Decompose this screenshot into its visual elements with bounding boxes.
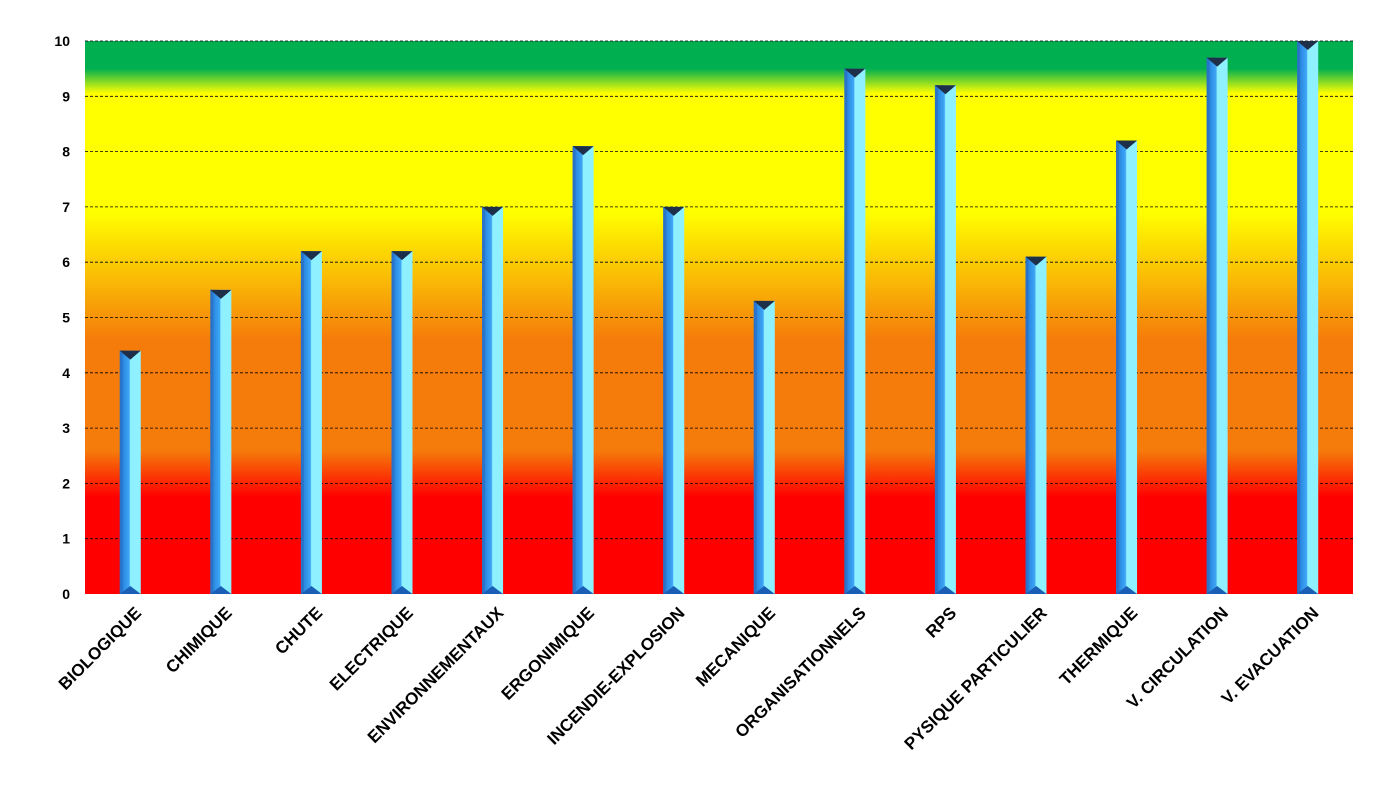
bar-edge	[300, 251, 304, 594]
bar-body	[1297, 41, 1319, 594]
bar-bottom-bevel	[391, 586, 413, 594]
bar-top-cap	[663, 206, 685, 216]
bar-bottom-bevel	[1206, 586, 1228, 594]
x-axis-labels: BIOLOGIQUE CHIMIQUE CHUTE ELECTRIQUEENVIRON…	[55, 603, 1323, 754]
bar-body	[934, 85, 956, 595]
bar-edge	[753, 300, 757, 594]
x-category-label: V. CIRCULATION	[1123, 603, 1232, 712]
y-tick-label: 6	[62, 254, 70, 270]
bar-bottom-bevel	[1297, 586, 1319, 594]
x-category-label: CHIMIQUE	[162, 603, 236, 677]
bar-bottom-bevel	[663, 586, 685, 594]
bar-v-circulation	[1206, 57, 1228, 594]
bar-top-cap	[482, 206, 504, 216]
bar-bottom-bevel	[934, 586, 956, 594]
bar-rps	[934, 85, 956, 595]
y-axis-ticks: 0 1 2 3 4 5 6 7 8 9 10	[54, 33, 70, 602]
x-category-label: THERMIQUE	[1056, 603, 1142, 689]
bar-body	[300, 251, 322, 594]
y-tick-label: 5	[62, 310, 70, 326]
bar-body	[1116, 140, 1138, 595]
bar-body	[753, 300, 775, 594]
bar-edge	[482, 206, 486, 594]
bar-bottom-bevel	[300, 586, 322, 594]
bar-pysique-particulier	[1025, 256, 1047, 594]
bar-edge	[391, 251, 395, 594]
bar-bottom-bevel	[482, 586, 504, 594]
bar-electrique	[391, 251, 413, 594]
bar-edge	[1116, 140, 1120, 595]
bar-edge	[1206, 57, 1210, 594]
bar-bottom-bevel	[210, 586, 232, 594]
bar-edge	[844, 68, 848, 594]
bar-edge	[119, 350, 123, 594]
bar-top-cap	[1206, 57, 1228, 67]
bar-edge	[572, 146, 576, 594]
y-tick-label: 10	[54, 33, 70, 49]
bar-thermique	[1116, 140, 1138, 595]
y-tick-label: 9	[62, 88, 70, 104]
bar-body	[391, 251, 413, 594]
x-category-label: RPS	[922, 603, 960, 641]
bar-v-evacuation	[1297, 41, 1319, 594]
gridlines	[85, 40, 1353, 540]
bar-mecanique	[753, 300, 775, 594]
y-tick-label: 0	[62, 586, 70, 602]
bar-edge	[1025, 256, 1029, 594]
bar-top-cap	[119, 350, 141, 360]
bar-top-cap	[391, 251, 413, 261]
bar-body	[119, 350, 141, 594]
bar-body	[482, 206, 504, 594]
bar-edge	[1297, 41, 1301, 594]
bar-body	[210, 289, 232, 594]
bar-top-cap	[572, 146, 594, 156]
bar-chimique	[210, 289, 232, 594]
bar-incendie-explosion	[663, 206, 685, 594]
y-tick-label: 3	[62, 420, 70, 436]
bar-biologique	[119, 350, 141, 594]
y-tick-label: 7	[62, 199, 70, 215]
bar-top-cap	[934, 85, 956, 95]
bar-top-cap	[210, 289, 232, 299]
bar-bottom-bevel	[753, 586, 775, 594]
bar-bottom-bevel	[844, 586, 866, 594]
bars	[119, 41, 1319, 595]
y-tick-label: 8	[62, 144, 70, 160]
bar-top-cap	[300, 251, 322, 261]
bar-edge	[210, 289, 214, 594]
y-tick-label: 2	[62, 475, 70, 491]
bar-top-cap	[1297, 41, 1319, 50]
bar-body	[844, 68, 866, 594]
bar-bottom-bevel	[1116, 586, 1138, 594]
x-category-label: V. EVACUATION	[1218, 603, 1323, 708]
bar-organisationnels	[844, 68, 866, 594]
y-tick-label: 4	[62, 365, 70, 381]
bar-top-cap	[1025, 256, 1047, 266]
bar-bottom-bevel	[1025, 586, 1047, 594]
bar-body	[1206, 57, 1228, 594]
bar-top-cap	[844, 68, 866, 78]
bar-chute	[300, 251, 322, 594]
x-category-label: CHUTE	[271, 603, 326, 658]
x-category-label: ERGONIMIQUE	[498, 603, 598, 703]
bar-ergonimique	[572, 146, 594, 594]
bar-top-cap	[753, 300, 775, 310]
bar-top-cap	[1116, 140, 1138, 150]
bar-bottom-bevel	[119, 586, 141, 594]
bar-body	[1025, 256, 1047, 594]
x-category-label: ELECTRIQUE	[326, 603, 417, 694]
x-category-label: MECANIQUE	[692, 603, 779, 690]
bar-edge	[663, 206, 667, 594]
y-tick-label: 1	[62, 531, 70, 547]
bar-body	[663, 206, 685, 594]
bar-body	[572, 146, 594, 594]
bar-edge	[934, 85, 938, 595]
bar-environnementaux	[482, 206, 504, 594]
bar-bottom-bevel	[572, 586, 594, 594]
x-category-label: BIOLOGIQUE	[55, 603, 145, 693]
